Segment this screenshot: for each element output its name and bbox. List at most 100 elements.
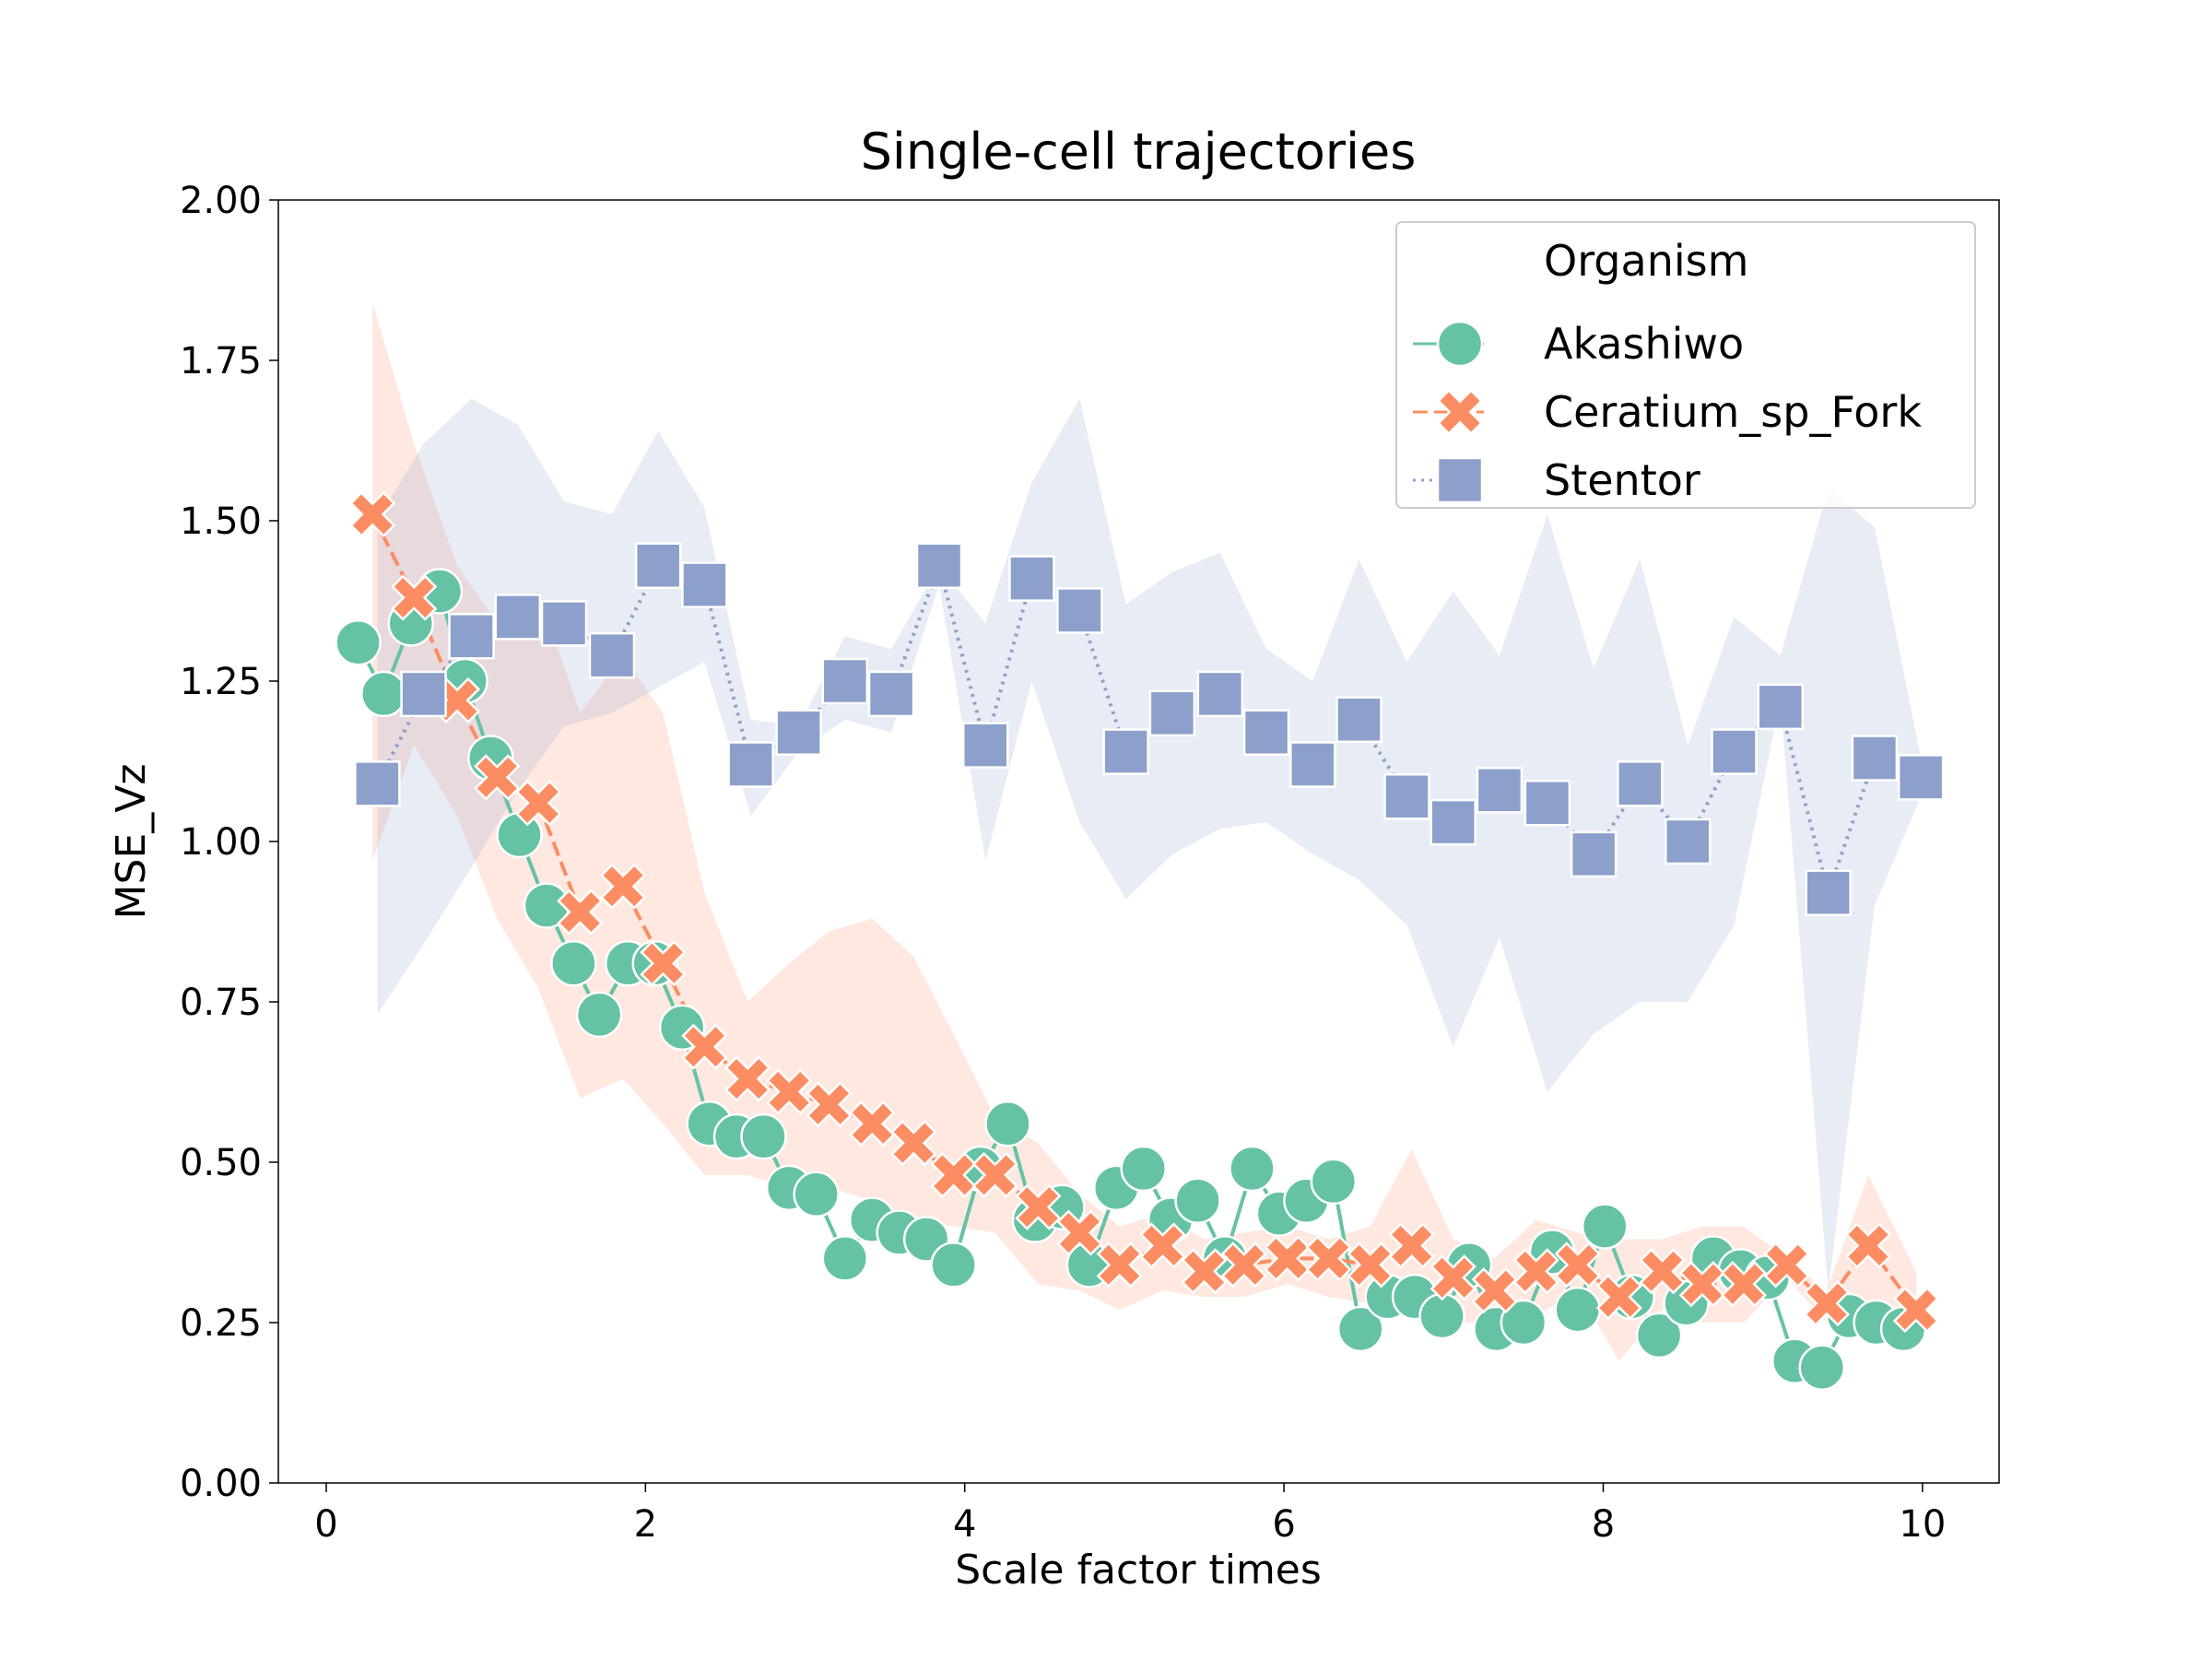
marker <box>634 542 682 589</box>
marker <box>588 631 636 679</box>
marker <box>775 709 822 756</box>
marker <box>1851 735 1899 782</box>
marker <box>971 1151 1018 1199</box>
marker <box>1554 1286 1602 1334</box>
marker <box>349 490 396 538</box>
marker <box>1595 1274 1642 1321</box>
marker <box>915 542 963 589</box>
y-tick-label: 1.25 <box>180 661 262 703</box>
y-tick-label: 1.00 <box>180 821 262 864</box>
marker <box>1335 696 1382 744</box>
marker <box>515 780 562 827</box>
marker <box>821 1235 869 1282</box>
y-tick-label: 2.00 <box>180 180 262 222</box>
marker <box>1720 1261 1767 1308</box>
marker <box>575 991 623 1039</box>
marker <box>1617 760 1664 807</box>
marker <box>1388 1222 1435 1269</box>
marker <box>681 561 728 608</box>
marker <box>1174 1177 1221 1225</box>
marker <box>400 670 447 718</box>
marker <box>930 1241 977 1288</box>
marker <box>1056 587 1103 634</box>
legend-box <box>1395 221 1976 509</box>
marker <box>890 1120 937 1167</box>
legend-title: Organism <box>1544 236 1748 286</box>
marker <box>1148 689 1196 737</box>
marker <box>867 670 915 718</box>
marker <box>550 939 597 987</box>
marker <box>354 760 401 807</box>
marker <box>724 1055 771 1102</box>
marker <box>1711 728 1758 775</box>
legend-label: Stentor <box>1544 455 1700 505</box>
marker <box>1639 1248 1686 1295</box>
marker <box>1242 709 1290 756</box>
marker <box>681 1023 728 1070</box>
legend-marker <box>1436 388 1484 436</box>
plot-frame <box>277 199 2000 1484</box>
x-tick-label: 8 <box>1592 1503 1615 1546</box>
x-tick-label: 4 <box>953 1503 976 1546</box>
marker <box>1763 1241 1810 1288</box>
marker <box>640 940 687 987</box>
marker <box>1844 1222 1892 1269</box>
marker <box>1310 1158 1358 1206</box>
y-tick-label: 0.75 <box>180 982 262 1024</box>
marker <box>1347 1241 1394 1288</box>
confidence-band <box>377 398 1922 1291</box>
marker <box>1015 1183 1062 1230</box>
legend-label: Akashiwo <box>1544 319 1744 369</box>
marker <box>821 657 869 705</box>
marker <box>599 863 647 910</box>
marker <box>1264 1235 1311 1282</box>
x-tick-label: 0 <box>314 1503 337 1546</box>
chart-title: Single-cell trajectories <box>861 123 1417 181</box>
marker <box>930 1151 977 1199</box>
marker <box>1336 1305 1384 1353</box>
marker <box>448 613 495 660</box>
marker <box>1305 1235 1352 1282</box>
marker <box>1430 1254 1477 1301</box>
x-tick-label: 2 <box>634 1503 657 1546</box>
marker <box>727 741 774 788</box>
marker <box>391 574 438 621</box>
marker <box>1383 773 1430 820</box>
marker <box>1056 1209 1103 1256</box>
marker <box>494 594 542 641</box>
y-tick-label: 0.25 <box>180 1302 262 1345</box>
marker <box>1678 1261 1725 1308</box>
marker <box>766 1068 813 1115</box>
marker <box>793 1171 840 1218</box>
marker <box>360 670 407 718</box>
marker <box>1805 869 1852 916</box>
marker <box>1008 555 1055 602</box>
y-tick-label: 1.75 <box>180 340 262 382</box>
y-tick-label: 1.50 <box>180 500 262 543</box>
marker <box>1892 1286 1940 1334</box>
marker <box>1635 1312 1683 1359</box>
marker <box>1581 1203 1629 1250</box>
marker <box>1289 741 1336 788</box>
marker <box>540 600 588 647</box>
marker <box>1897 754 1945 801</box>
marker <box>474 754 521 801</box>
legend-label: Ceratium_sp_Fork <box>1544 387 1922 437</box>
x-axis-label: Scale factor times <box>955 1547 1322 1594</box>
y-tick-label: 0.50 <box>180 1142 262 1184</box>
marker <box>1220 1241 1267 1288</box>
marker <box>1196 670 1244 718</box>
marker <box>335 618 382 666</box>
marker <box>1570 830 1618 878</box>
marker <box>496 811 543 859</box>
marker <box>1096 1241 1143 1288</box>
marker <box>1803 1280 1851 1327</box>
marker <box>1757 683 1804 731</box>
y-tick-label: 0.00 <box>180 1463 262 1505</box>
marker <box>806 1081 853 1128</box>
marker <box>1229 1145 1276 1193</box>
marker <box>1120 1145 1167 1193</box>
x-tick-label: 10 <box>1899 1503 1946 1546</box>
